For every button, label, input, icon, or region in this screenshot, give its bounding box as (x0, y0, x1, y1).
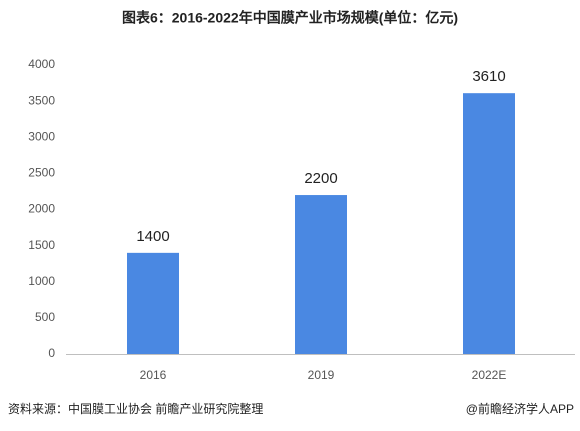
y-tick-label: 1500 (28, 238, 55, 252)
x-tick-label: 2019 (308, 368, 335, 382)
y-tick-label: 4000 (28, 57, 55, 71)
bar (295, 195, 347, 354)
y-tick-label: 1000 (28, 274, 55, 288)
chart-title: 图表6：2016-2022年中国膜产业市场规模(单位：亿元) (122, 10, 458, 26)
y-tick-label: 0 (48, 346, 55, 360)
value-label: 3610 (472, 68, 505, 85)
value-label: 2200 (304, 170, 337, 187)
y-tick-label: 3000 (28, 129, 55, 143)
bar (463, 93, 515, 355)
y-tick-label: 2500 (28, 166, 55, 180)
credit: @前瞻经济学人APP (466, 401, 574, 416)
x-tick-label: 2022E (472, 368, 507, 382)
y-tick-label: 3500 (28, 93, 55, 107)
source-note: 资料来源：中国膜工业协会 前瞻产业研究院整理 (8, 401, 263, 416)
x-tick-label: 2016 (140, 368, 167, 382)
bar (127, 252, 179, 354)
y-tick-label: 500 (35, 310, 55, 324)
y-tick-label: 2000 (28, 202, 55, 216)
value-label: 1400 (136, 228, 169, 245)
